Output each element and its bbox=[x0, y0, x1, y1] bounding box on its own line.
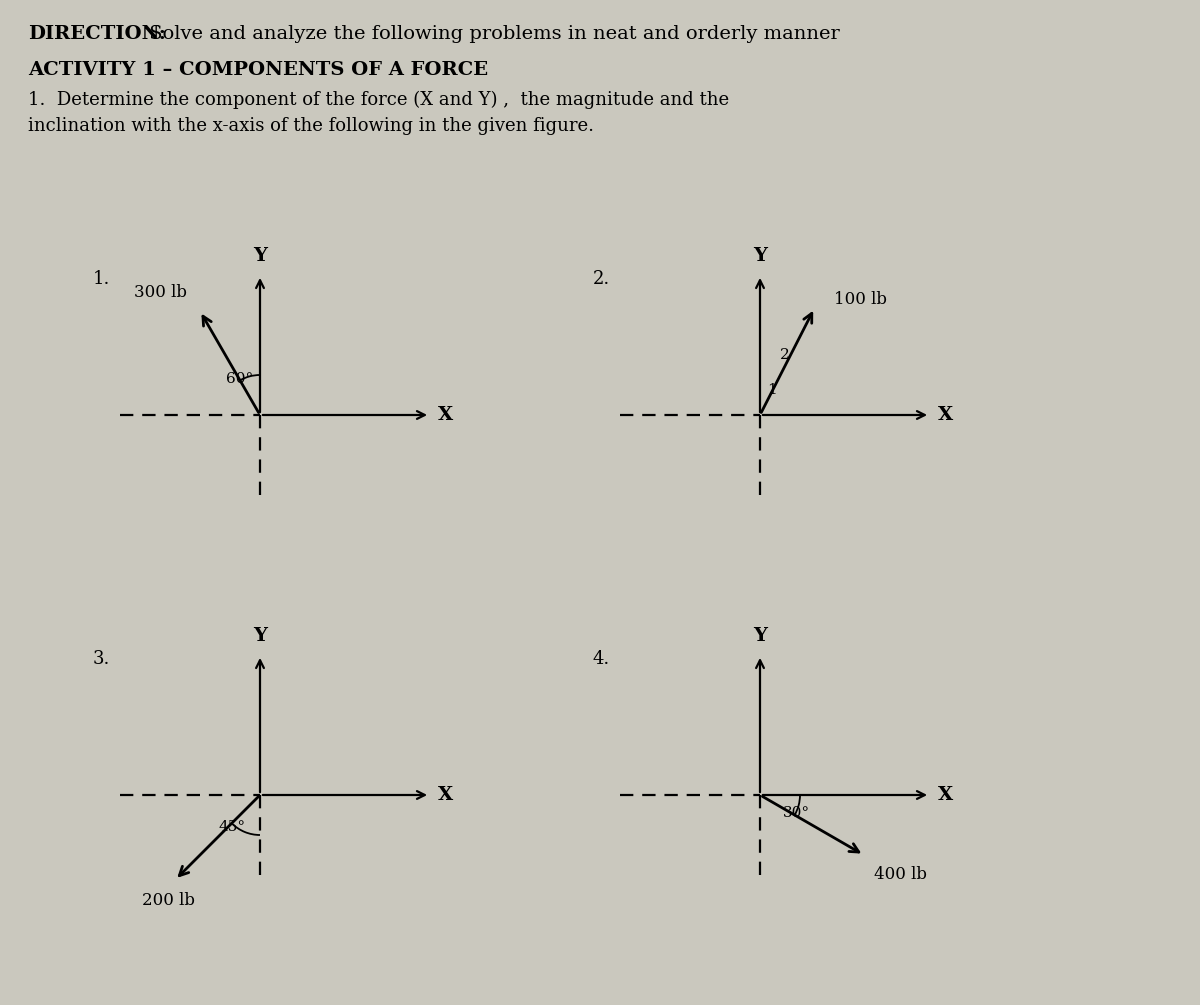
Text: Y: Y bbox=[253, 627, 266, 645]
Text: 2: 2 bbox=[780, 348, 790, 362]
Text: inclination with the x-axis of the following in the given figure.: inclination with the x-axis of the follo… bbox=[28, 117, 594, 135]
Text: Y: Y bbox=[754, 627, 767, 645]
Text: 2.: 2. bbox=[593, 270, 610, 288]
Text: Y: Y bbox=[754, 247, 767, 265]
Text: Y: Y bbox=[253, 247, 266, 265]
Text: Solve and analyze the following problems in neat and orderly manner: Solve and analyze the following problems… bbox=[143, 25, 840, 43]
Text: 1.  Determine the component of the force (X and Y) ,  the magnitude and the: 1. Determine the component of the force … bbox=[28, 91, 730, 110]
Text: X: X bbox=[438, 406, 454, 424]
Text: X: X bbox=[438, 786, 454, 804]
Text: 3.: 3. bbox=[92, 650, 110, 668]
Text: 100 lb: 100 lb bbox=[834, 291, 887, 308]
Text: 60°: 60° bbox=[227, 372, 253, 386]
Text: DIRECTION:: DIRECTION: bbox=[28, 25, 166, 43]
Text: 1: 1 bbox=[767, 383, 776, 397]
Text: 200 lb: 200 lb bbox=[142, 891, 194, 909]
Text: X: X bbox=[938, 406, 953, 424]
Text: 45°: 45° bbox=[218, 820, 246, 834]
Text: 1.: 1. bbox=[92, 270, 110, 288]
Text: ACTIVITY 1 – COMPONENTS OF A FORCE: ACTIVITY 1 – COMPONENTS OF A FORCE bbox=[28, 61, 488, 79]
Text: X: X bbox=[938, 786, 953, 804]
Text: 30°: 30° bbox=[782, 806, 810, 820]
Text: 4.: 4. bbox=[593, 650, 610, 668]
Text: 300 lb: 300 lb bbox=[134, 283, 187, 300]
Text: 400 lb: 400 lb bbox=[875, 866, 928, 883]
